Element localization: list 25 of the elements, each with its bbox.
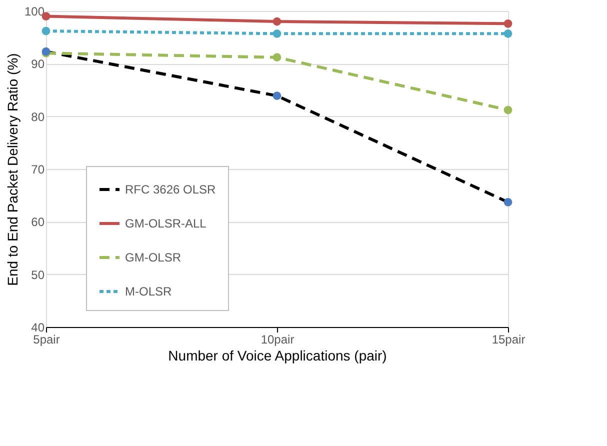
point <box>504 106 512 114</box>
y-tick-label: 50 <box>31 268 45 282</box>
point <box>504 19 512 28</box>
point <box>272 17 282 26</box>
point <box>504 198 512 206</box>
point <box>272 92 282 100</box>
point <box>504 29 512 38</box>
y-tick-label: 80 <box>31 110 45 124</box>
y-axis-title: End to End Packet Delivery Ratio (%) <box>4 53 20 286</box>
x-axis-title: Number of Voice Applications (pair) <box>168 348 387 364</box>
legend-label: GM-OLSR-ALL <box>125 216 207 230</box>
point <box>272 53 282 62</box>
x-tick-label: 5pair <box>33 332 60 346</box>
y-tick-label: 100 <box>24 4 45 18</box>
point <box>272 29 282 38</box>
legend-label: GM-OLSR <box>125 250 182 264</box>
y-tick-label: 60 <box>31 215 45 230</box>
point <box>42 26 50 36</box>
y-tick-label: 90 <box>31 57 45 72</box>
y-tick-label: 40 <box>31 320 45 334</box>
x-tick-label: 10pair <box>260 332 294 346</box>
legend-label: RFC 3626 OLSR <box>125 182 216 196</box>
legend-label: M-OLSR <box>125 284 172 298</box>
x-tick-label: 15pair <box>492 332 526 346</box>
y-tick-label: 70 <box>31 162 45 176</box>
